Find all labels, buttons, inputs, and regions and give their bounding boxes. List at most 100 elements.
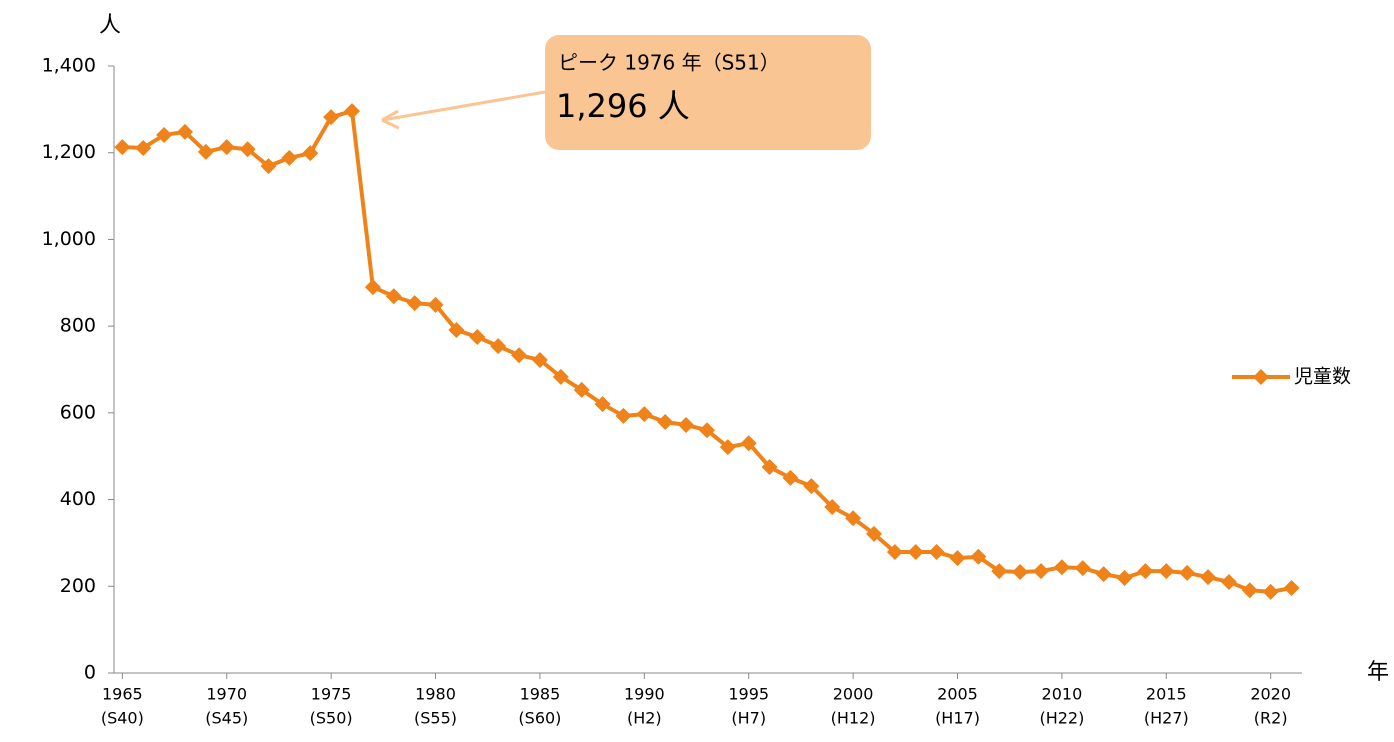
point-marker [1262,583,1279,600]
point-marker [260,158,277,175]
point-marker [364,279,381,296]
point-marker [636,406,653,423]
annotation-arrowhead [381,109,400,130]
point-marker [531,351,548,368]
x-tick-label: 1980 [415,685,456,704]
point-marker [1283,580,1300,597]
point-marker [323,109,340,126]
y-tick-label: 0 [84,662,96,684]
x-tick-era-label: (H2) [627,709,662,728]
x-tick-era-label: (H22) [1039,709,1084,728]
x-tick-label: 2015 [1146,685,1187,704]
point-marker [991,563,1008,580]
point-marker [594,396,611,413]
point-marker [1074,560,1091,577]
point-marker [281,149,298,166]
point-marker [448,322,465,339]
point-marker [114,139,131,156]
point-marker [845,510,862,527]
point-marker [719,439,736,456]
x-tick-label: 1990 [624,685,665,704]
annotation-arrow [381,90,546,122]
x-tick-label: 1985 [520,685,561,704]
point-marker [782,469,799,486]
annotation-box [545,35,871,150]
point-marker [218,139,235,156]
x-tick-era-label: (H12) [831,709,876,728]
point-marker [678,416,695,433]
y-tick-label: 600 [60,401,96,423]
point-marker [1137,563,1154,580]
x-tick-label: 1995 [728,685,769,704]
point-marker [552,368,569,385]
point-marker [197,143,214,160]
x-axis-label: 年 [1367,660,1389,685]
point-marker [427,296,444,313]
y-axis-label: 人 [99,13,121,38]
point-marker [1053,559,1070,576]
x-tick-label: 2010 [1042,685,1083,704]
x-tick-era-label: (S55) [414,709,457,728]
point-marker [1220,573,1237,590]
x-tick-label: 2005 [937,685,978,704]
x-tick-label: 1965 [102,685,143,704]
x-tick-label: 2000 [833,685,874,704]
y-tick-label: 1,000 [42,228,96,250]
point-marker [573,381,590,398]
y-tick-label: 1,200 [42,141,96,163]
legend-label: 児童数 [1294,366,1351,388]
point-marker [949,550,966,567]
y-tick-label: 1,400 [42,55,96,77]
point-marker [824,498,841,515]
x-tick-era-label: (H17) [935,709,980,728]
point-marker [761,459,778,476]
point-marker [615,407,632,424]
point-marker [469,328,486,345]
point-marker [928,544,945,561]
point-marker [135,139,152,156]
point-marker [970,548,987,565]
point-marker [176,123,193,140]
point-marker [490,338,507,355]
point-marker [302,145,319,162]
point-marker [1116,570,1133,587]
point-marker [1179,564,1196,581]
x-tick-era-label: (S40) [101,709,144,728]
point-marker [239,141,256,158]
legend-marker [1253,369,1269,385]
x-tick-label: 2020 [1250,685,1291,704]
point-marker [1200,569,1217,586]
point-marker [740,435,757,452]
point-marker [886,544,903,561]
x-tick-era-label: (H27) [1144,709,1189,728]
point-marker [385,288,402,305]
point-marker [1158,563,1175,580]
point-marker [698,422,715,439]
point-marker [511,347,528,364]
point-marker [406,295,423,312]
x-tick-era-label: (S45) [205,709,248,728]
y-tick-label: 800 [60,315,96,337]
x-tick-label: 1970 [206,685,247,704]
point-marker [156,126,173,143]
point-marker [657,413,674,430]
point-marker [1241,582,1258,599]
point-marker [344,103,361,120]
point-marker [1033,563,1050,580]
annotation-title: ピーク 1976 年（S51） [558,51,780,75]
x-tick-era-label: (S60) [518,709,561,728]
y-tick-label: 400 [60,488,96,510]
series-line [122,109,1292,594]
x-tick-era-label: (H7) [731,709,766,728]
annotation-text: 1,296 人 [556,87,690,125]
y-tick-label: 200 [60,575,96,597]
point-marker [1095,566,1112,583]
x-tick-era-label: (S50) [310,709,353,728]
point-marker [1012,563,1029,580]
x-tick-label: 1975 [311,685,352,704]
point-marker [907,544,924,561]
point-marker [865,525,882,542]
x-tick-era-label: (R2) [1254,709,1288,728]
point-marker [803,478,820,495]
